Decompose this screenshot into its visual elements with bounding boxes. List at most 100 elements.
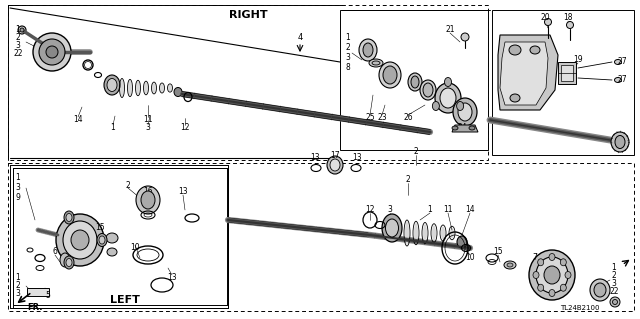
- Text: 9: 9: [15, 194, 20, 203]
- Ellipse shape: [538, 284, 544, 291]
- Text: 27: 27: [617, 76, 627, 85]
- Text: 4: 4: [298, 33, 303, 42]
- Bar: [13, 168, 228, 308]
- Ellipse shape: [594, 283, 606, 297]
- Text: 27: 27: [617, 57, 627, 66]
- Bar: [558, 62, 576, 84]
- Bar: [8, 163, 634, 311]
- Text: 11: 11: [143, 115, 153, 124]
- Bar: [340, 10, 488, 150]
- Text: 21: 21: [445, 26, 455, 34]
- Ellipse shape: [533, 271, 539, 278]
- Ellipse shape: [445, 78, 451, 86]
- Text: 2: 2: [413, 147, 419, 157]
- Text: 3: 3: [388, 205, 392, 214]
- Ellipse shape: [405, 221, 409, 244]
- Ellipse shape: [441, 226, 445, 240]
- Ellipse shape: [504, 261, 516, 269]
- Text: 3: 3: [15, 290, 20, 299]
- Ellipse shape: [565, 271, 571, 278]
- Ellipse shape: [507, 263, 513, 267]
- Text: 16: 16: [143, 188, 153, 197]
- Text: 3: 3: [145, 123, 150, 132]
- Ellipse shape: [106, 233, 118, 243]
- Text: 12: 12: [180, 123, 189, 132]
- Text: 13: 13: [178, 188, 188, 197]
- Text: 18: 18: [563, 13, 573, 23]
- Text: 11: 11: [444, 205, 452, 214]
- Ellipse shape: [372, 61, 380, 65]
- Ellipse shape: [174, 87, 182, 97]
- Ellipse shape: [136, 81, 140, 95]
- Ellipse shape: [385, 219, 399, 237]
- Ellipse shape: [560, 284, 566, 291]
- Text: 13: 13: [352, 153, 362, 162]
- Ellipse shape: [128, 80, 132, 96]
- Text: 13: 13: [167, 273, 177, 283]
- Text: 1: 1: [345, 33, 350, 42]
- Ellipse shape: [160, 84, 164, 92]
- Text: 3: 3: [612, 279, 616, 288]
- Bar: [492, 10, 634, 155]
- Ellipse shape: [469, 126, 475, 130]
- Text: 1: 1: [15, 273, 20, 283]
- Ellipse shape: [46, 46, 58, 58]
- Text: RIGHT: RIGHT: [228, 10, 268, 20]
- Text: 2: 2: [345, 43, 350, 53]
- Ellipse shape: [18, 26, 26, 34]
- Ellipse shape: [107, 78, 117, 92]
- Ellipse shape: [530, 46, 540, 54]
- Ellipse shape: [432, 225, 436, 241]
- Text: 6: 6: [52, 248, 58, 256]
- Text: 24: 24: [457, 123, 467, 132]
- Ellipse shape: [458, 103, 472, 121]
- Ellipse shape: [614, 78, 621, 83]
- Ellipse shape: [383, 66, 397, 84]
- Ellipse shape: [423, 83, 433, 97]
- Text: 1: 1: [15, 174, 20, 182]
- Ellipse shape: [97, 234, 107, 247]
- Ellipse shape: [56, 214, 104, 266]
- Text: 14: 14: [73, 115, 83, 124]
- Text: 26: 26: [403, 114, 413, 122]
- Text: 1: 1: [612, 263, 616, 272]
- Text: 23: 23: [377, 114, 387, 122]
- Text: 12: 12: [365, 205, 375, 214]
- Ellipse shape: [456, 101, 463, 110]
- Text: 10: 10: [130, 243, 140, 253]
- Ellipse shape: [457, 236, 467, 248]
- Text: TL24B2100: TL24B2100: [560, 305, 600, 311]
- Ellipse shape: [612, 300, 618, 305]
- Text: 2: 2: [125, 181, 131, 189]
- Ellipse shape: [39, 39, 65, 65]
- Text: 17: 17: [330, 151, 340, 160]
- Ellipse shape: [435, 83, 461, 113]
- Ellipse shape: [369, 59, 383, 67]
- Ellipse shape: [60, 253, 70, 267]
- Text: 25: 25: [365, 114, 375, 122]
- Polygon shape: [498, 35, 558, 110]
- Ellipse shape: [453, 98, 477, 126]
- Text: FR.: FR.: [28, 303, 43, 313]
- Text: 8: 8: [345, 63, 350, 72]
- Ellipse shape: [330, 159, 340, 171]
- Ellipse shape: [549, 290, 555, 296]
- Ellipse shape: [99, 236, 105, 244]
- Ellipse shape: [64, 256, 74, 269]
- Bar: [27, 288, 49, 296]
- Ellipse shape: [104, 75, 120, 95]
- Text: 3: 3: [15, 183, 20, 192]
- Text: 22: 22: [13, 49, 23, 58]
- Text: 13: 13: [310, 153, 320, 162]
- Ellipse shape: [120, 79, 124, 97]
- Ellipse shape: [64, 211, 74, 224]
- Ellipse shape: [549, 254, 555, 261]
- Ellipse shape: [141, 191, 155, 209]
- Ellipse shape: [327, 156, 343, 174]
- Bar: [561, 65, 573, 81]
- Ellipse shape: [452, 126, 458, 130]
- Ellipse shape: [359, 39, 377, 61]
- Text: 2: 2: [612, 271, 616, 280]
- Ellipse shape: [461, 33, 469, 41]
- Ellipse shape: [529, 250, 575, 300]
